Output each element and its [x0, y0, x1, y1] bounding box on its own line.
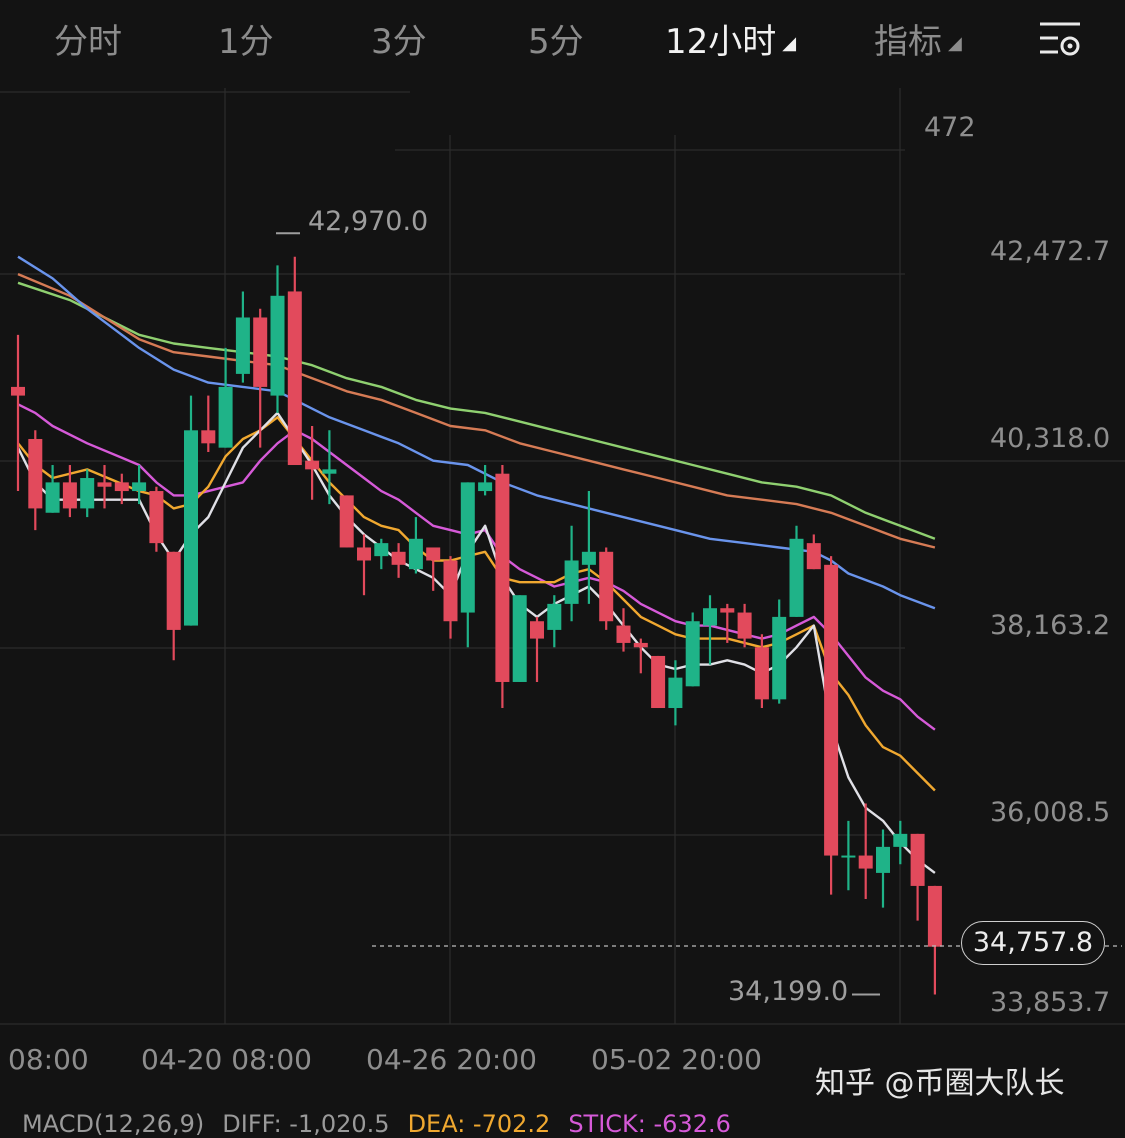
candle-body [685, 621, 700, 687]
candle-body [305, 460, 320, 470]
macd-legend: MACD(12,26,9) DIFF: -1,020.5 DEA: -702.2 ST… [22, 1110, 749, 1138]
candle-body [581, 551, 596, 565]
candle-body [599, 551, 614, 622]
candle-body [443, 560, 458, 622]
candle-body [512, 595, 527, 682]
candle-body [322, 469, 337, 474]
candle-body [132, 482, 147, 492]
y-axis-label: 40,318.0 [990, 423, 1111, 454]
candle-body [772, 616, 787, 700]
candle-body [841, 855, 856, 858]
candle-body [408, 538, 423, 570]
candle-body [633, 642, 648, 648]
y-axis-label: 38,163.2 [990, 610, 1111, 641]
candle-body [720, 608, 735, 613]
candle-body [737, 612, 752, 639]
y-axis-label-top: 472 [924, 112, 976, 143]
candle-body [858, 855, 873, 869]
candle-body [218, 386, 233, 448]
timeframe-tab-bar: 分时 1分 3分 5分 12小时 ◢ 指标 ◢ [0, 0, 1125, 80]
watermark: 知乎 @币圈大队长 [815, 1066, 1065, 1101]
tab-12hour-label: 12小时 [665, 22, 777, 62]
candle-body [357, 547, 371, 561]
candle-body [287, 291, 302, 466]
candle-body [876, 846, 890, 873]
candle-body [62, 482, 77, 509]
price-markers [276, 232, 1122, 996]
candle-body [893, 833, 908, 847]
tab-timeline[interactable]: 分时 [54, 22, 122, 62]
candle-body [235, 317, 250, 374]
ma-line-salmon [17, 272, 936, 549]
triangle-down-icon: ◢ [948, 33, 962, 54]
candle-body [114, 482, 129, 492]
candle-body [374, 543, 389, 557]
tab-3min[interactable]: 3分 [371, 22, 427, 62]
candle-body [564, 560, 579, 604]
macd-diff: DIFF: -1,020.5 [222, 1110, 390, 1138]
ma-line-green [17, 281, 936, 540]
candle-body [270, 295, 285, 396]
candle-body [703, 608, 717, 626]
candle-body [668, 677, 683, 709]
tab-indicators-label: 指标 [874, 22, 942, 62]
candle-body [201, 430, 216, 444]
tab-1min[interactable]: 1分 [218, 22, 274, 62]
tab-5min[interactable]: 5分 [528, 22, 584, 62]
tab-12hour[interactable]: 12小时 ◢ [665, 14, 796, 63]
candle-body [426, 547, 441, 561]
candle-body [824, 564, 839, 856]
tab-indicators[interactable]: 指标 ◢ [874, 14, 962, 63]
triangle-down-icon: ◢ [782, 33, 797, 54]
chart-settings-icon [1040, 22, 1080, 56]
x-axis-label: 04-20 08:00 [141, 1043, 312, 1076]
low-price-marker: 34,199.0 [728, 976, 849, 1007]
chart-settings-button[interactable] [1036, 16, 1086, 62]
candle-body [80, 478, 95, 509]
y-axis-label: 42,472.7 [990, 236, 1111, 267]
current-price-badge[interactable]: 34,757.8 [961, 921, 1105, 965]
candle-body [45, 482, 60, 513]
candle-body [478, 482, 493, 492]
x-axis-label: 05-02 20:00 [591, 1043, 762, 1076]
candle-body [149, 491, 164, 544]
candle-body [651, 655, 666, 709]
candle-body [391, 551, 406, 565]
candle-body [547, 603, 562, 630]
candle-body [495, 473, 510, 682]
candle-body [616, 625, 631, 643]
candle-body [166, 551, 181, 630]
candle-body [754, 647, 769, 700]
y-axis-label: 36,008.5 [990, 797, 1111, 828]
high-price-marker: 42,970.0 [308, 206, 429, 237]
candle-body [97, 482, 112, 487]
macd-name: MACD(12,26,9) [22, 1110, 205, 1138]
x-axis-label: 08:00 [8, 1043, 89, 1076]
x-axis-label: 04-26 20:00 [366, 1043, 537, 1076]
candle-body [253, 317, 268, 387]
y-axis-label: 33,853.7 [990, 987, 1111, 1018]
macd-stick: STICK: -632.6 [568, 1110, 731, 1138]
candle-body [339, 495, 354, 548]
candle-body [910, 833, 925, 886]
candle-body [530, 621, 544, 639]
candle-body [789, 538, 804, 617]
candle-body [460, 482, 475, 613]
candle-body [806, 543, 821, 570]
candle-body [184, 430, 198, 626]
candle-body [927, 885, 942, 947]
candle-body [11, 386, 25, 396]
candle-body [28, 438, 43, 509]
candles [11, 256, 942, 995]
macd-dea: DEA: -702.2 [407, 1110, 551, 1138]
candlestick-chart[interactable] [0, 80, 1125, 1125]
